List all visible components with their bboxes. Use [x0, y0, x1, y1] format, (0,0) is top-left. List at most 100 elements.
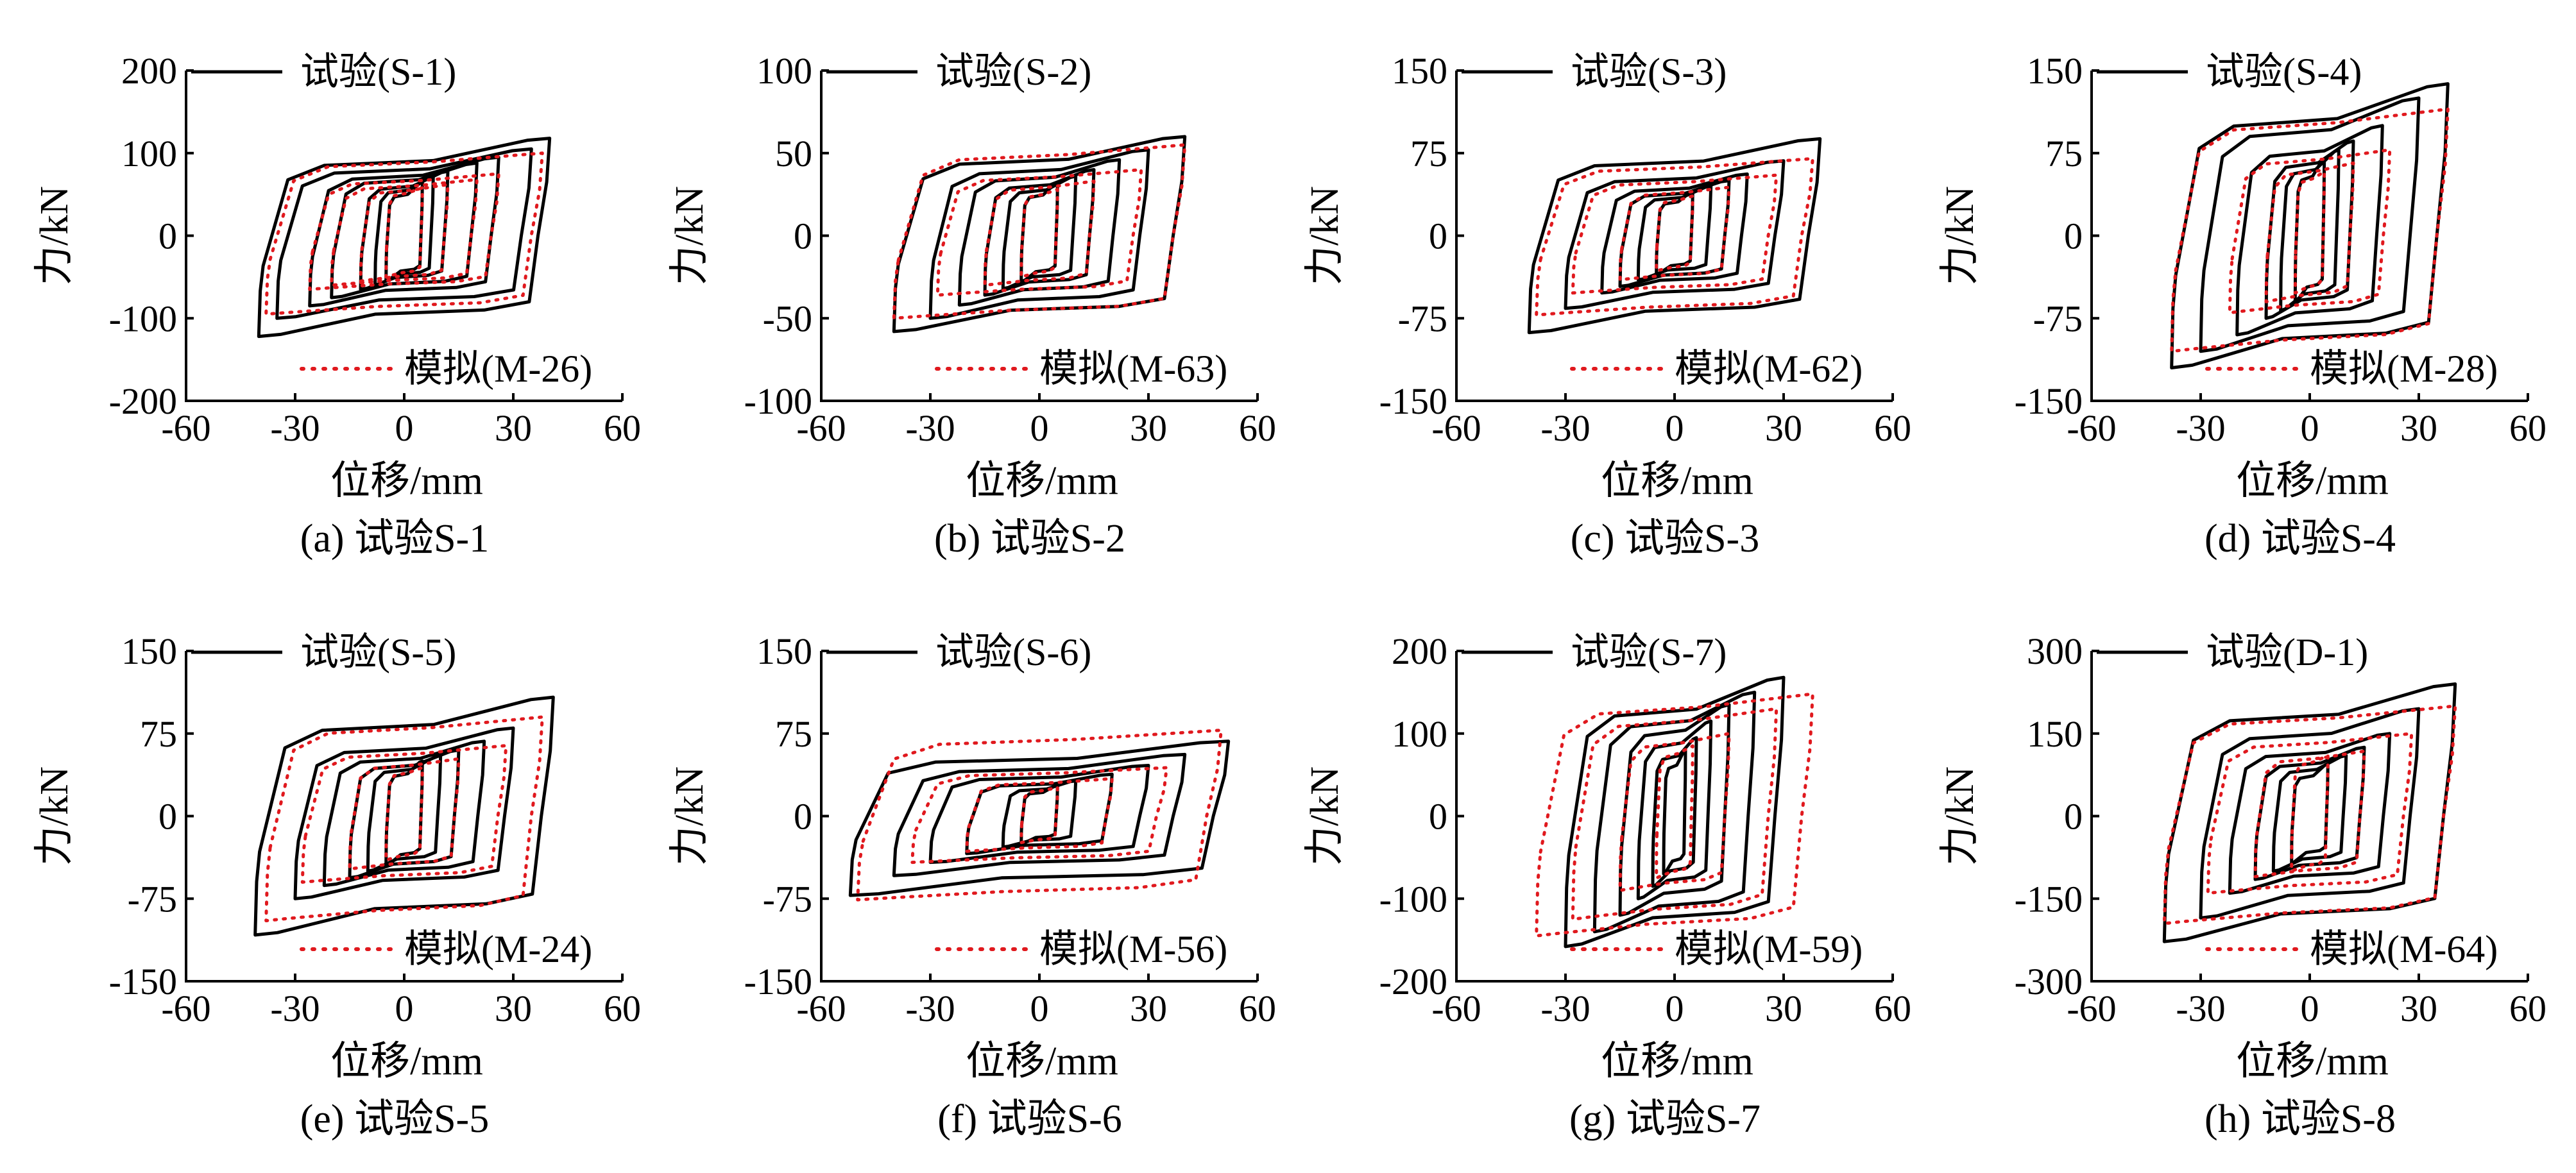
x-tick-label: -60 — [796, 988, 846, 1029]
chart-panel-5: -150 -75 0 75 150 -60 -30 0 30 60 位移/mm 力/kN 试验(S-5)… — [33, 630, 641, 1141]
y-tick-label: -200 — [109, 380, 177, 422]
test-loop-6 — [253, 695, 555, 937]
sim-loop-4 — [2170, 107, 2450, 353]
panel-caption: (b) 试验S-2 — [934, 517, 1125, 561]
x-tick-label: 60 — [1239, 988, 1276, 1029]
sim-loop-3 — [1571, 707, 1778, 921]
legend-sim-label: 模拟(M-26) — [404, 348, 592, 390]
test-loop-7 — [257, 137, 552, 339]
y-axis-label: 力/kN — [33, 186, 76, 285]
x-axis-label: 位移/mm — [330, 1040, 483, 1083]
test-loop-4 — [957, 158, 1122, 307]
sim-loop-4 — [2162, 704, 2457, 925]
test-loop-4 — [928, 764, 1150, 865]
sim-loop-1 — [2293, 170, 2326, 295]
sim-loop-2 — [983, 180, 1096, 287]
legend-test-label: 试验(S-3) — [1571, 51, 1727, 93]
chart-panel-2: -100 -50 0 50 100 -60 -30 0 30 60 位移/mm 力/kN 试验(S-2)… — [668, 50, 1276, 561]
y-tick-label: 100 — [121, 133, 177, 174]
panel-caption: (g) 试验S-7 — [1569, 1097, 1761, 1141]
x-tick-label: 30 — [1130, 407, 1167, 449]
y-tick-label: 100 — [756, 50, 812, 92]
sim-loop-4 — [308, 172, 500, 291]
y-tick-label: 150 — [1392, 50, 1447, 92]
x-axis-label: 位移/mm — [966, 1040, 1118, 1083]
sim-loop-3 — [1571, 173, 1778, 295]
test-loop-2 — [1001, 779, 1078, 849]
legend-test-label: 试验(S-2) — [935, 51, 1091, 93]
y-tick-label: -75 — [128, 878, 177, 920]
y-tick-label: -50 — [763, 298, 812, 339]
test-loop-2 — [1651, 736, 1698, 888]
legend-test-label: 试验(S-4) — [2206, 51, 2362, 93]
x-tick-label: -30 — [270, 407, 320, 449]
y-tick-label: 75 — [140, 713, 177, 755]
chart-panel-6: -150 -75 0 75 150 -60 -30 0 30 60 位移/mm 力/kN 试验(S-6)… — [668, 630, 1276, 1141]
test-loop-3 — [2253, 745, 2366, 881]
y-tick-label: -300 — [2015, 961, 2083, 1002]
x-tick-label: 30 — [1130, 988, 1167, 1029]
x-tick-label: -30 — [2176, 988, 2225, 1029]
y-tick-label: 0 — [794, 796, 812, 838]
x-tick-label: -30 — [1540, 988, 1590, 1029]
x-tick-label: -30 — [905, 407, 955, 449]
y-tick-label: 150 — [756, 630, 812, 672]
y-axis-label: 力/kN — [33, 766, 76, 866]
plot-area — [1535, 675, 1814, 949]
y-axis-label: 力/kN — [1303, 186, 1347, 285]
panel-caption: (a) 试验S-1 — [300, 517, 489, 561]
test-loop-5 — [308, 155, 500, 308]
x-tick-label: 60 — [2509, 407, 2546, 449]
y-tick-label: -150 — [2015, 380, 2083, 422]
x-tick-label: -60 — [1431, 407, 1481, 449]
legend-test-label: 试验(S-1) — [300, 51, 456, 93]
y-tick-label: -200 — [1379, 961, 1447, 1002]
x-tick-label: 0 — [1030, 407, 1049, 449]
x-tick-label: -60 — [161, 407, 210, 449]
chart-panel-4: -150 -75 0 75 150 -60 -30 0 30 60 位移/mm 力/kN 试验(S-4)… — [1938, 50, 2546, 561]
x-tick-label: 0 — [2301, 407, 2319, 449]
legend-sim-label: 模拟(M-24) — [404, 928, 592, 970]
test-loop-1 — [384, 759, 424, 868]
legend-sim-label: 模拟(M-62) — [1675, 348, 1863, 390]
test-loop-1 — [1655, 190, 1694, 276]
y-axis-label: 力/kN — [668, 186, 712, 285]
x-tick-label: 30 — [2400, 988, 2437, 1029]
x-tick-label: 0 — [1666, 988, 1684, 1029]
x-tick-label: -60 — [2067, 407, 2116, 449]
test-loop-6 — [892, 135, 1187, 333]
y-axis-label: 力/kN — [1938, 766, 1982, 866]
x-tick-label: 0 — [395, 988, 414, 1029]
x-tick-label: -60 — [1431, 988, 1481, 1029]
y-tick-label: -75 — [2033, 298, 2083, 339]
test-loop-3 — [965, 772, 1114, 856]
y-tick-label: 0 — [1429, 796, 1447, 838]
plot-area — [2170, 82, 2450, 369]
sim-loop-2 — [348, 757, 461, 871]
x-tick-label: -60 — [796, 407, 846, 449]
legend-sim-label: 模拟(M-64) — [2310, 928, 2498, 970]
legend-test-label: 试验(S-7) — [1571, 631, 1727, 673]
y-tick-label: 75 — [775, 713, 812, 755]
test-loop-1 — [384, 180, 424, 283]
sim-loop-4 — [892, 143, 1187, 320]
sim-loop-1 — [1019, 786, 1059, 845]
x-tick-label: 60 — [1239, 407, 1276, 449]
test-loop-2 — [1001, 174, 1078, 291]
plot-area — [2162, 682, 2457, 943]
x-axis-label: 位移/mm — [2236, 459, 2389, 503]
sim-loop-3 — [2206, 732, 2414, 895]
y-tick-label: 150 — [2027, 713, 2083, 755]
panel-caption: (c) 试验S-3 — [1571, 517, 1759, 561]
sim-loop-1 — [384, 186, 424, 279]
test-loop-6 — [1527, 137, 1822, 335]
test-loop-6 — [1564, 675, 1786, 949]
sim-loop-2 — [2264, 161, 2355, 303]
test-loop-1 — [2290, 762, 2330, 865]
x-axis-label: 位移/mm — [1601, 459, 1753, 503]
panel-caption: (f) 试验S-6 — [937, 1097, 1122, 1141]
x-tick-label: -30 — [1540, 407, 1590, 449]
test-loop-5 — [928, 148, 1150, 320]
